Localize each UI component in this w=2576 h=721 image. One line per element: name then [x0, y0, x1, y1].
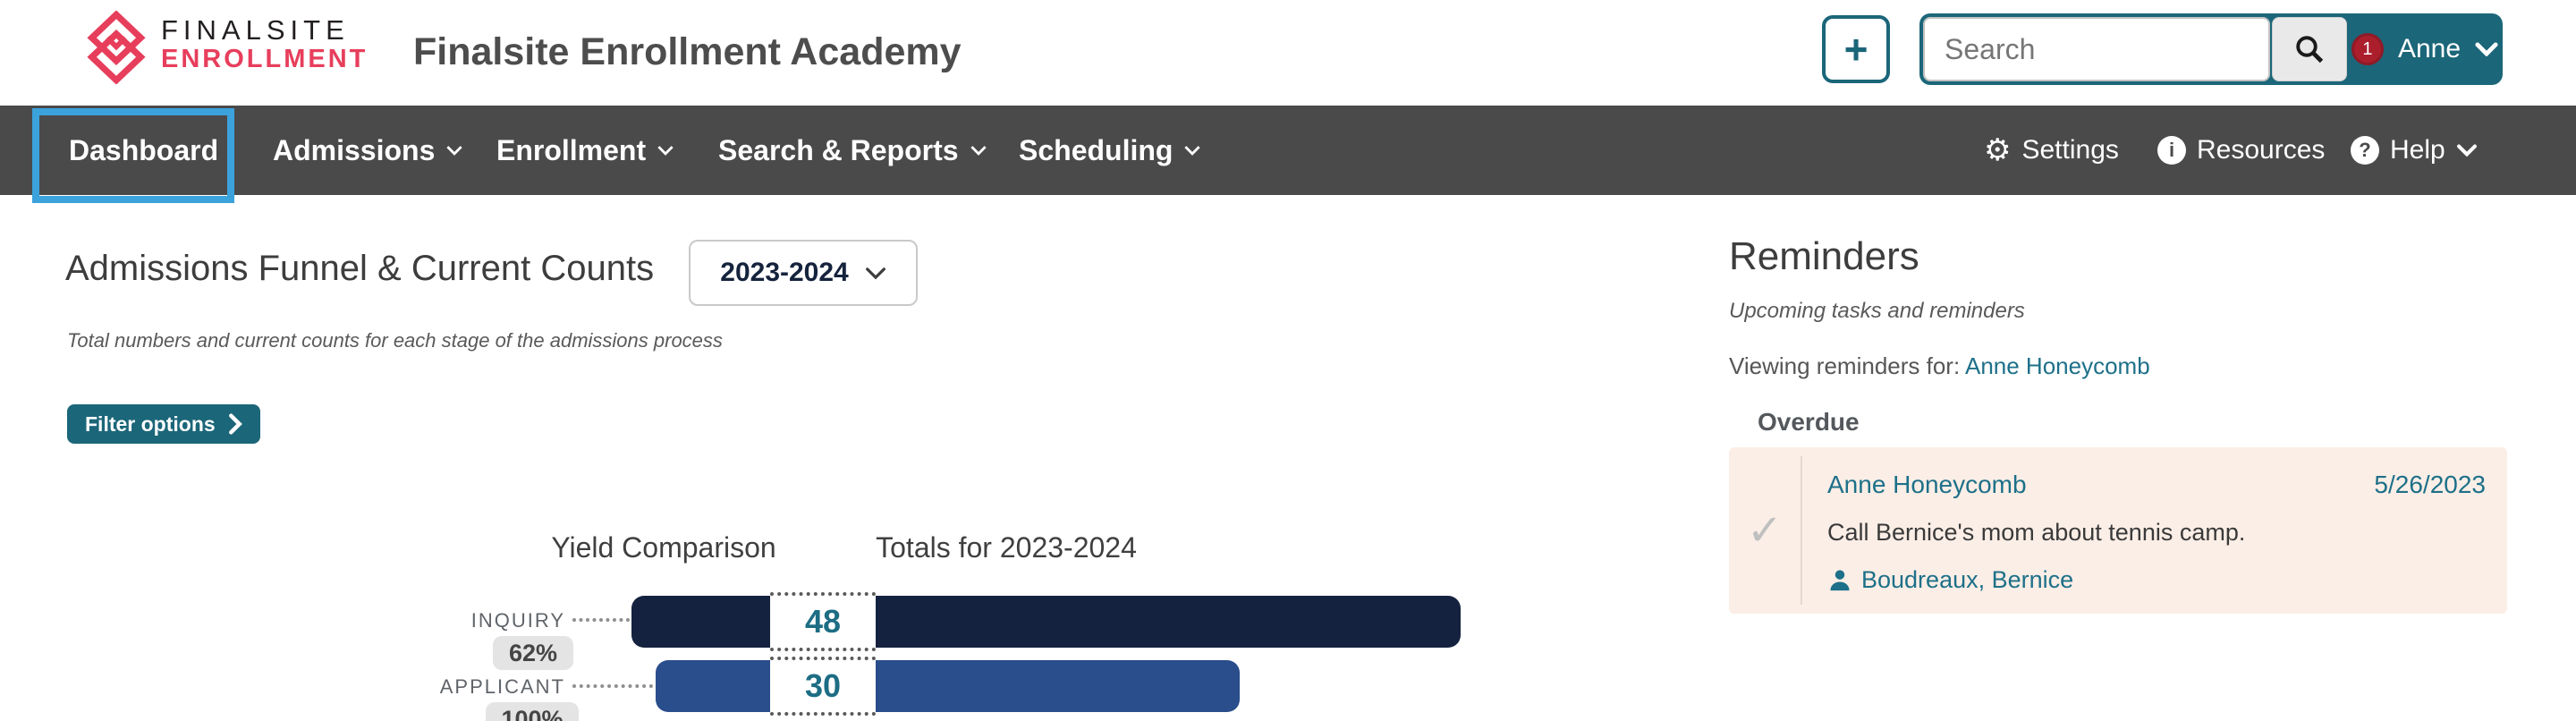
pill-inquiry-yield: 62%	[493, 636, 573, 670]
reminder-owner-link[interactable]: Anne Honeycomb	[1827, 471, 2027, 498]
chevron-down-icon	[865, 267, 886, 279]
gear-icon: ⚙	[1984, 132, 2012, 168]
overdue-heading: Overdue	[1758, 408, 1860, 436]
stage-label-inquiry: INQUIRY	[470, 609, 565, 632]
nav-resources-label: Resources	[2197, 135, 2326, 165]
filter-options-label: Filter options	[85, 411, 216, 436]
complete-reminder-button[interactable]: ✓	[1729, 447, 1801, 614]
reminders-subtitle: Upcoming tasks and reminders	[1729, 299, 2025, 323]
gap-dotted-line	[770, 657, 876, 660]
card-divider	[1801, 456, 1802, 605]
chevron-down-icon	[446, 146, 463, 156]
nav-scheduling-label: Scheduling	[1019, 133, 1174, 166]
year-selector-value: 2023-2024	[720, 258, 849, 287]
bar-applicant-total[interactable]	[876, 660, 1240, 712]
logo-line1: FINALSITE	[161, 14, 350, 46]
reminder-card: ✓ Anne Honeycomb 5/26/2023 Call Bernice'…	[1729, 447, 2507, 614]
bar-inquiry-total[interactable]	[876, 596, 1461, 648]
bar-applicant-value: 30	[804, 667, 842, 704]
search-icon	[2296, 36, 2324, 64]
nav-admissions[interactable]: Admissions	[273, 106, 463, 195]
bar-inquiry-value: 48	[804, 603, 842, 640]
gap-dotted-line	[770, 648, 876, 651]
gap-dotted-line	[770, 712, 876, 716]
nav-admissions-label: Admissions	[273, 133, 436, 166]
pill-applicant-yield: 100%	[486, 702, 579, 721]
person-icon	[1830, 569, 1850, 590]
nav-dashboard[interactable]: Dashboard	[69, 106, 218, 195]
main-navbar: Dashboard Admissions Enrollment Search &…	[0, 106, 2576, 195]
filter-options-button[interactable]: Filter options	[67, 404, 260, 444]
reminders-title: Reminders	[1729, 234, 1919, 278]
user-menu[interactable]: 1 Anne	[2347, 33, 2503, 65]
nav-scheduling[interactable]: Scheduling	[1019, 106, 1201, 195]
chevron-down-icon	[1184, 146, 1201, 156]
nav-help-label: Help	[2390, 135, 2445, 165]
search-button[interactable]	[2272, 17, 2347, 81]
page-title: Finalsite Enrollment Academy	[413, 30, 962, 73]
nav-search-reports-label: Search & Reports	[718, 133, 959, 166]
chevron-down-icon	[2475, 42, 2498, 56]
logo-line2: ENROLLMENT	[161, 44, 369, 73]
stage-label-applicant: APPLICANT	[439, 675, 565, 698]
viewing-user-link[interactable]: Anne Honeycomb	[1964, 352, 2150, 379]
chevron-down-icon	[2456, 144, 2477, 157]
header: FINALSITE ENROLLMENT Finalsite Enrollmen…	[0, 0, 2576, 106]
user-name: Anne	[2397, 34, 2462, 64]
reminder-task-text: Call Bernice's mom about tennis camp.	[1827, 519, 2246, 546]
reminders-viewing-line: Viewing reminders for: Anne Honeycomb	[1729, 352, 2150, 380]
leader-line	[572, 684, 653, 688]
nav-search-reports[interactable]: Search & Reports	[718, 106, 987, 195]
finalsite-logo-icon	[87, 11, 146, 84]
nav-help[interactable]: ? Help	[2351, 106, 2478, 195]
nav-settings-label: Settings	[2021, 135, 2119, 165]
reminder-date: 5/26/2023	[2374, 471, 2486, 498]
add-button[interactable]: +	[1822, 15, 1890, 83]
viewing-label: Viewing reminders for:	[1729, 352, 1965, 379]
nav-enrollment[interactable]: Enrollment	[496, 106, 674, 195]
plus-icon: +	[1843, 26, 1868, 72]
reminder-content: Anne Honeycomb 5/26/2023 Call Bernice's …	[1802, 447, 2507, 614]
search-input[interactable]	[1923, 17, 2270, 81]
chart-right-title: Totals for 2023-2024	[876, 531, 1137, 564]
section-heading: Admissions Funnel & Current Counts	[65, 249, 655, 288]
question-icon: ?	[2351, 136, 2379, 165]
notification-badge[interactable]: 1	[2351, 33, 2384, 65]
finalsite-logo-text: FINALSITE ENROLLMENT	[161, 14, 369, 73]
reminder-contact-link[interactable]: Boudreaux, Bernice	[1861, 566, 2074, 593]
chevron-down-icon	[970, 146, 987, 156]
section-subtitle: Total numbers and current counts for eac…	[67, 329, 723, 352]
chevron-down-icon	[657, 146, 674, 156]
nav-enrollment-label: Enrollment	[496, 133, 647, 166]
nav-settings[interactable]: ⚙ Settings	[1984, 106, 2119, 195]
search-group: 1 Anne	[1919, 13, 2503, 85]
gap-dotted-line	[770, 592, 876, 596]
chevron-right-icon	[228, 413, 242, 435]
leader-line	[572, 618, 630, 622]
bar-inquiry-yield[interactable]	[631, 596, 770, 648]
year-selector[interactable]: 2023-2024	[689, 240, 918, 306]
info-icon: i	[2157, 136, 2186, 165]
nav-resources[interactable]: i Resources	[2157, 106, 2325, 195]
chart-left-title: Yield Comparison	[551, 531, 776, 564]
nav-dashboard-label: Dashboard	[69, 133, 219, 166]
checkmark-icon: ✓	[1746, 505, 1784, 556]
bar-applicant-yield[interactable]	[656, 660, 770, 712]
